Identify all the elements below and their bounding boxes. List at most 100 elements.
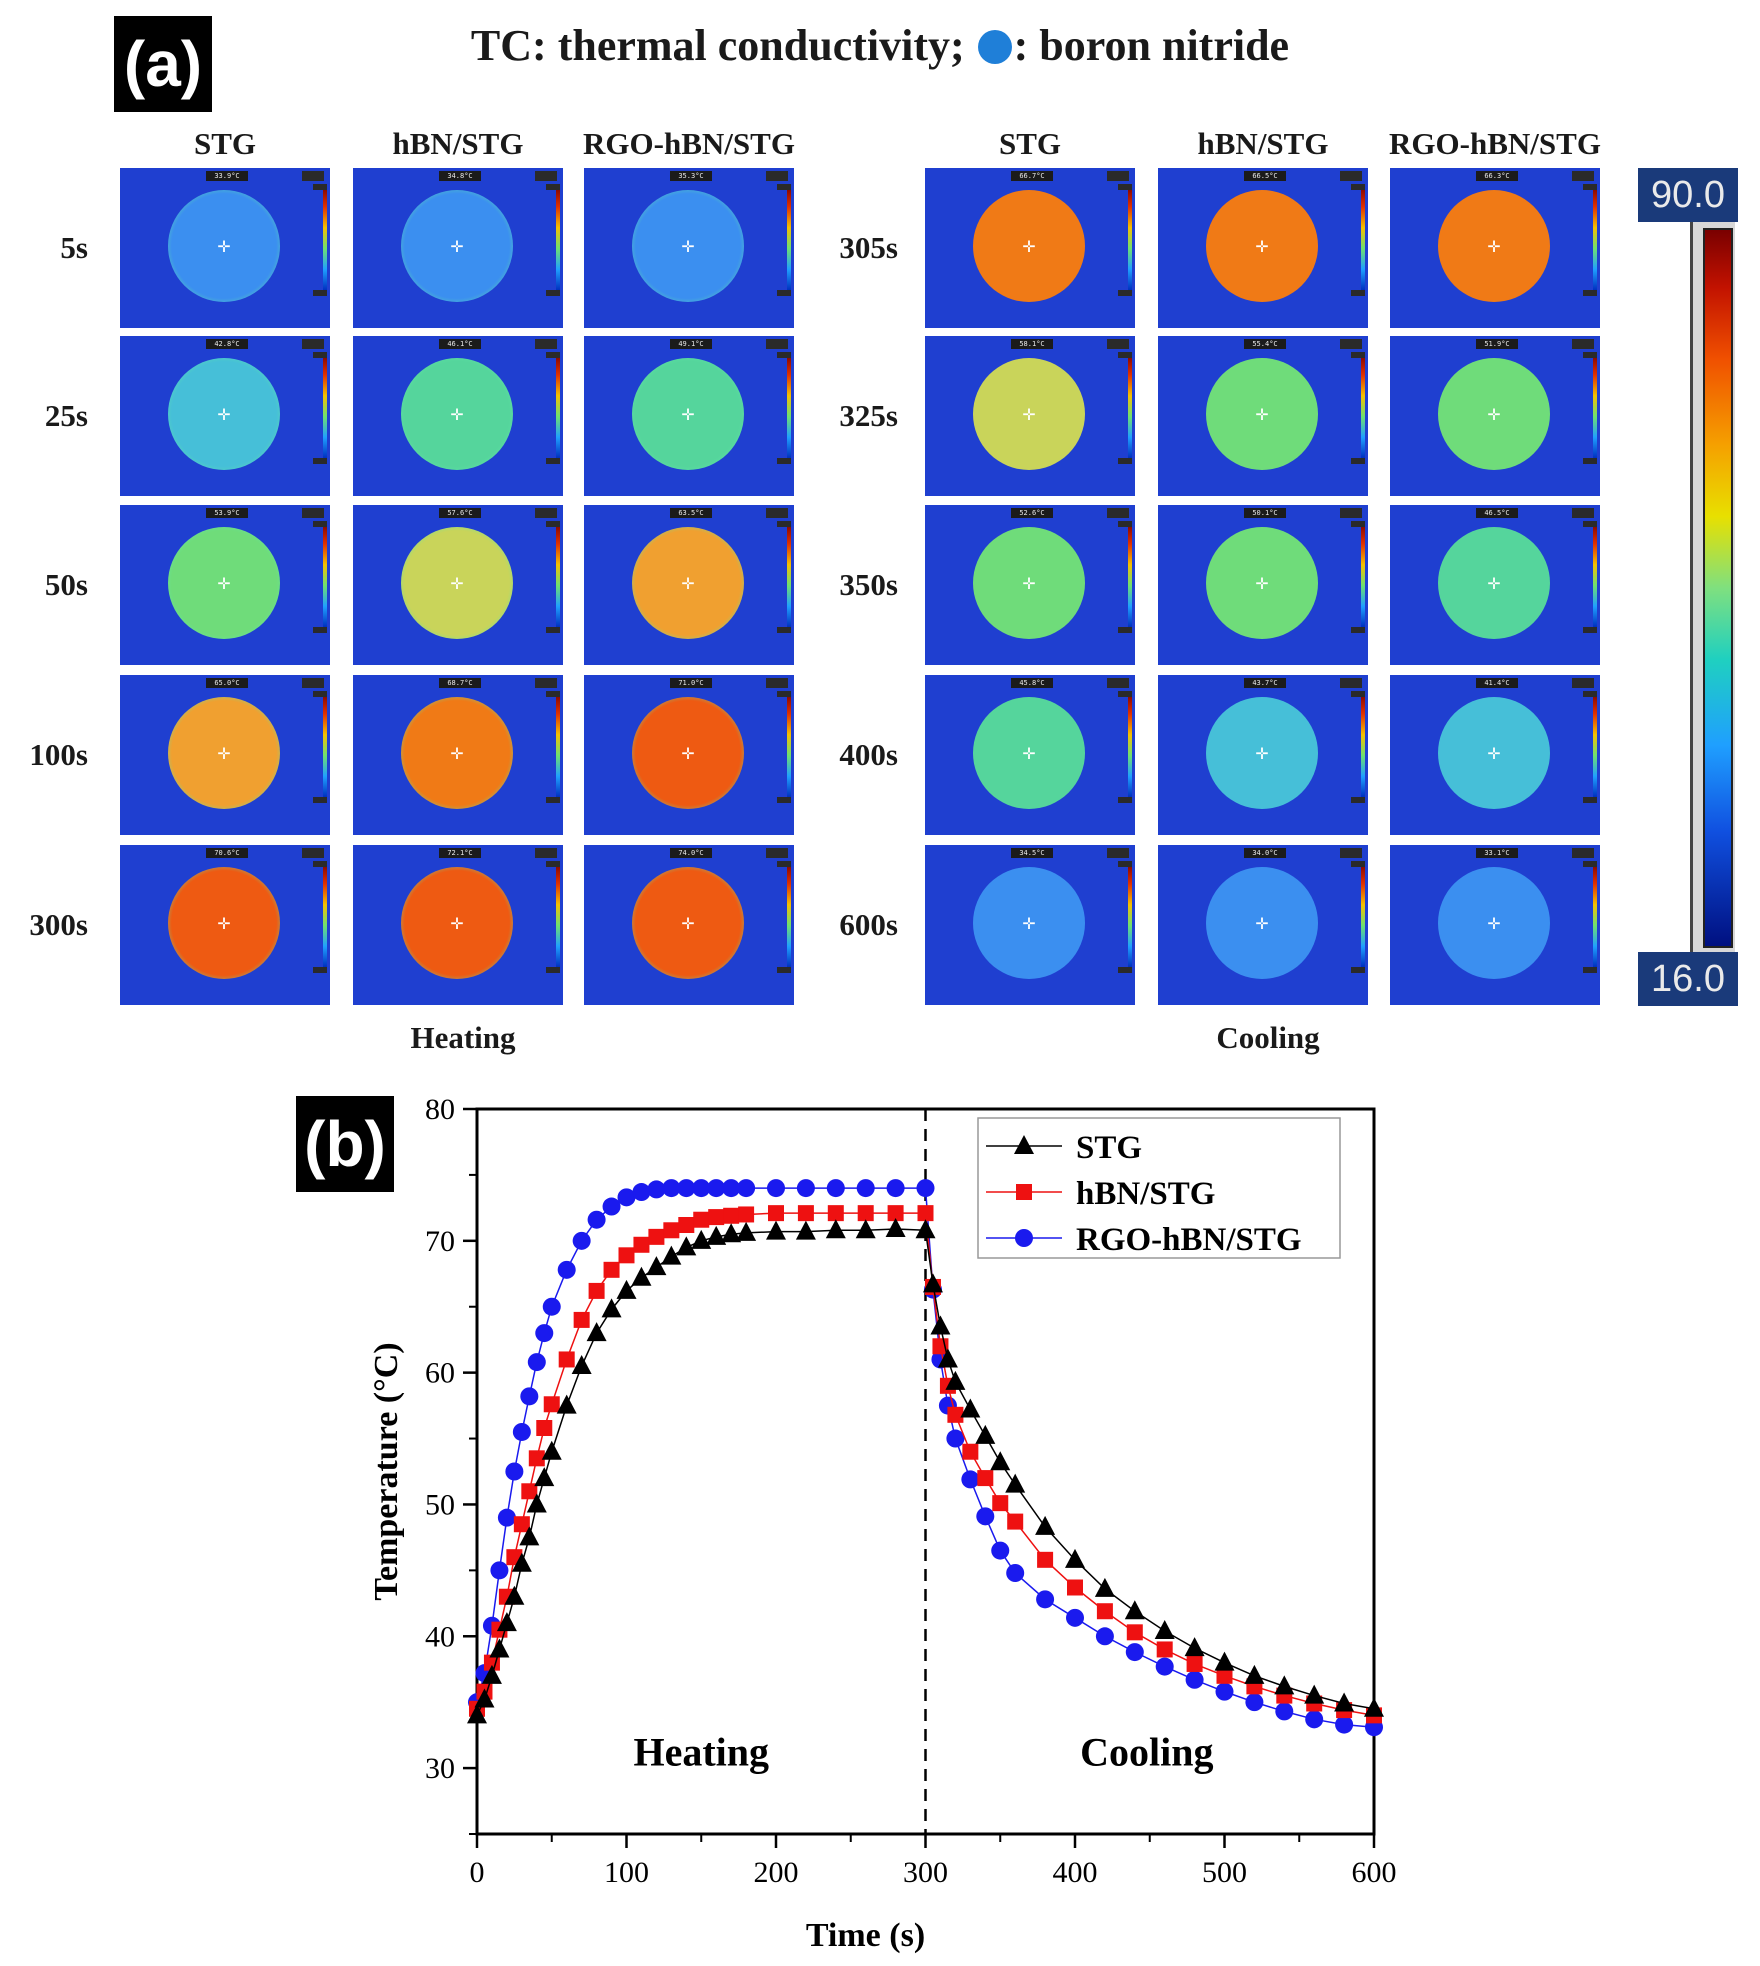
mini-scale-min-box: [313, 797, 327, 803]
mini-scale-bar: [1593, 693, 1597, 797]
camera-mode-box: [1572, 678, 1594, 688]
mini-scale-max-box: [546, 861, 560, 867]
sample-disc: [973, 527, 1085, 639]
data-point-rgo-hbn-stg: [1245, 1693, 1264, 1712]
data-point-stg: [706, 1225, 727, 1245]
cooling-thermal-image-0-2: 66.3°C ✛: [1390, 168, 1600, 328]
data-point-stg: [1124, 1600, 1145, 1620]
crosshair-icon: ✛: [1255, 237, 1269, 256]
cooling-section-label: Cooling: [1216, 1020, 1320, 1055]
mini-scale-bar: [787, 354, 791, 458]
data-point-stg: [855, 1219, 876, 1239]
sample-disc: [632, 190, 744, 302]
data-point-stg: [571, 1355, 592, 1375]
cooling-thermal-image-1-1: 55.4°C ✛: [1158, 336, 1368, 496]
data-point-rgo-hbn-stg: [505, 1462, 524, 1481]
temperature-readout: 55.4°C: [1244, 339, 1286, 349]
mini-scale-min-box: [1583, 967, 1597, 973]
mini-scale-max-box: [1583, 861, 1597, 867]
data-point-stg: [676, 1236, 697, 1256]
data-point-stg: [511, 1552, 532, 1572]
crosshair-icon: ✛: [1255, 574, 1269, 593]
temperature-readout: 34.0°C: [1244, 848, 1286, 858]
cooling-thermal-image-0-1: 66.5°C ✛: [1158, 168, 1368, 328]
mini-scale-min-box: [1118, 967, 1132, 973]
x-tick-label: 100: [604, 1856, 649, 1889]
data-point-rgo-hbn-stg: [856, 1179, 875, 1198]
data-point-stg: [601, 1298, 622, 1318]
data-point-rgo-hbn-stg: [916, 1179, 935, 1198]
data-point-rgo-hbn-stg: [826, 1179, 845, 1198]
data-point-rgo-hbn-stg: [991, 1541, 1010, 1560]
crosshair-icon: ✛: [1022, 237, 1036, 256]
data-point-hbn-stg: [678, 1217, 695, 1233]
cooling-column-header-2: RGO-hBN/STG: [1389, 126, 1601, 161]
mini-scale-min-box: [1583, 627, 1597, 633]
temperature-readout: 74.0°C: [670, 848, 712, 858]
data-point-rgo-hbn-stg: [677, 1179, 696, 1198]
temperature-readout: 65.0°C: [206, 678, 248, 688]
data-point-rgo-hbn-stg: [662, 1179, 681, 1198]
y-tick-label: 30: [425, 1752, 455, 1785]
mini-scale-max-box: [1351, 861, 1365, 867]
x-tick-label: 300: [903, 1856, 948, 1889]
data-point-stg: [990, 1451, 1011, 1471]
mini-scale-bar: [1128, 186, 1132, 290]
data-point-stg: [534, 1467, 555, 1487]
data-point-hbn-stg: [827, 1205, 844, 1222]
heating-thermal-image-4-2: 74.0°C ✛: [584, 845, 794, 1005]
mini-scale-bar: [787, 693, 791, 797]
data-point-rgo-hbn-stg: [1275, 1702, 1294, 1721]
heating-column-header-1: hBN/STG: [392, 126, 524, 161]
mini-scale-max-box: [313, 521, 327, 527]
sample-disc: [168, 867, 280, 979]
sample-disc: [1438, 697, 1550, 809]
data-point-hbn-stg: [723, 1207, 740, 1224]
crosshair-icon: ✛: [450, 237, 464, 256]
mini-scale-max-box: [1118, 861, 1132, 867]
data-point-stg: [1065, 1548, 1085, 1568]
temperature-readout: 45.8°C: [1011, 678, 1053, 688]
data-point-rgo-hbn-stg: [976, 1507, 995, 1526]
sample-disc: [973, 697, 1085, 809]
mini-scale-bar: [1361, 523, 1365, 627]
cooling-row-label-0: 305s: [839, 230, 898, 265]
temperature-chart: 0 100 200 300 400 500 600 30 40 50 60 70 80 Time (s) T…: [368, 1093, 1397, 1954]
color-scale-min: 16.0: [1638, 952, 1738, 1006]
sample-disc: [1438, 190, 1550, 302]
mini-scale-min-box: [1583, 797, 1597, 803]
data-point-hbn-stg: [768, 1205, 784, 1222]
mini-scale-bar: [556, 863, 560, 967]
data-point-rgo-hbn-stg: [692, 1179, 711, 1198]
crosshair-icon: ✛: [450, 574, 464, 593]
cooling-thermal-image-4-0: 34.5°C ✛: [925, 845, 1135, 1005]
data-point-rgo-hbn-stg: [527, 1353, 546, 1372]
camera-mode-box: [302, 508, 324, 518]
temperature-readout: 66.7°C: [1011, 171, 1053, 181]
data-point-hbn-stg: [1126, 1624, 1143, 1641]
legend-label: STG: [1076, 1130, 1142, 1166]
heating-thermal-image-1-1: 46.1°C ✛: [353, 336, 563, 496]
data-point-hbn-stg: [992, 1495, 1009, 1512]
sample-disc: [168, 527, 280, 639]
cooling-thermal-image-3-0: 45.8°C ✛: [925, 675, 1135, 835]
sample-disc: [168, 358, 280, 470]
y-tick-label: 70: [425, 1225, 455, 1258]
data-point-rgo-hbn-stg: [707, 1179, 726, 1198]
camera-mode-box: [1107, 848, 1129, 858]
mini-scale-bar: [1128, 354, 1132, 458]
data-point-stg: [1035, 1515, 1056, 1535]
sample-disc: [401, 697, 513, 809]
crosshair-icon: ✛: [1487, 914, 1501, 933]
mini-scale-bar: [323, 186, 327, 290]
temperature-readout: 52.6°C: [1011, 508, 1053, 518]
data-point-stg: [467, 1704, 487, 1724]
heating-thermal-image-0-1: 34.8°C ✛: [353, 168, 563, 328]
data-point-rgo-hbn-stg: [520, 1387, 539, 1406]
data-point-hbn-stg: [1216, 1667, 1233, 1684]
data-point-rgo-hbn-stg: [767, 1179, 785, 1198]
x-axis-label: Time (s): [806, 1917, 925, 1954]
crosshair-icon: ✛: [1487, 574, 1501, 593]
cooling-thermal-image-2-1: 50.1°C ✛: [1158, 505, 1368, 665]
legend-marker-rgo-hbn-stg: [1015, 1229, 1033, 1247]
